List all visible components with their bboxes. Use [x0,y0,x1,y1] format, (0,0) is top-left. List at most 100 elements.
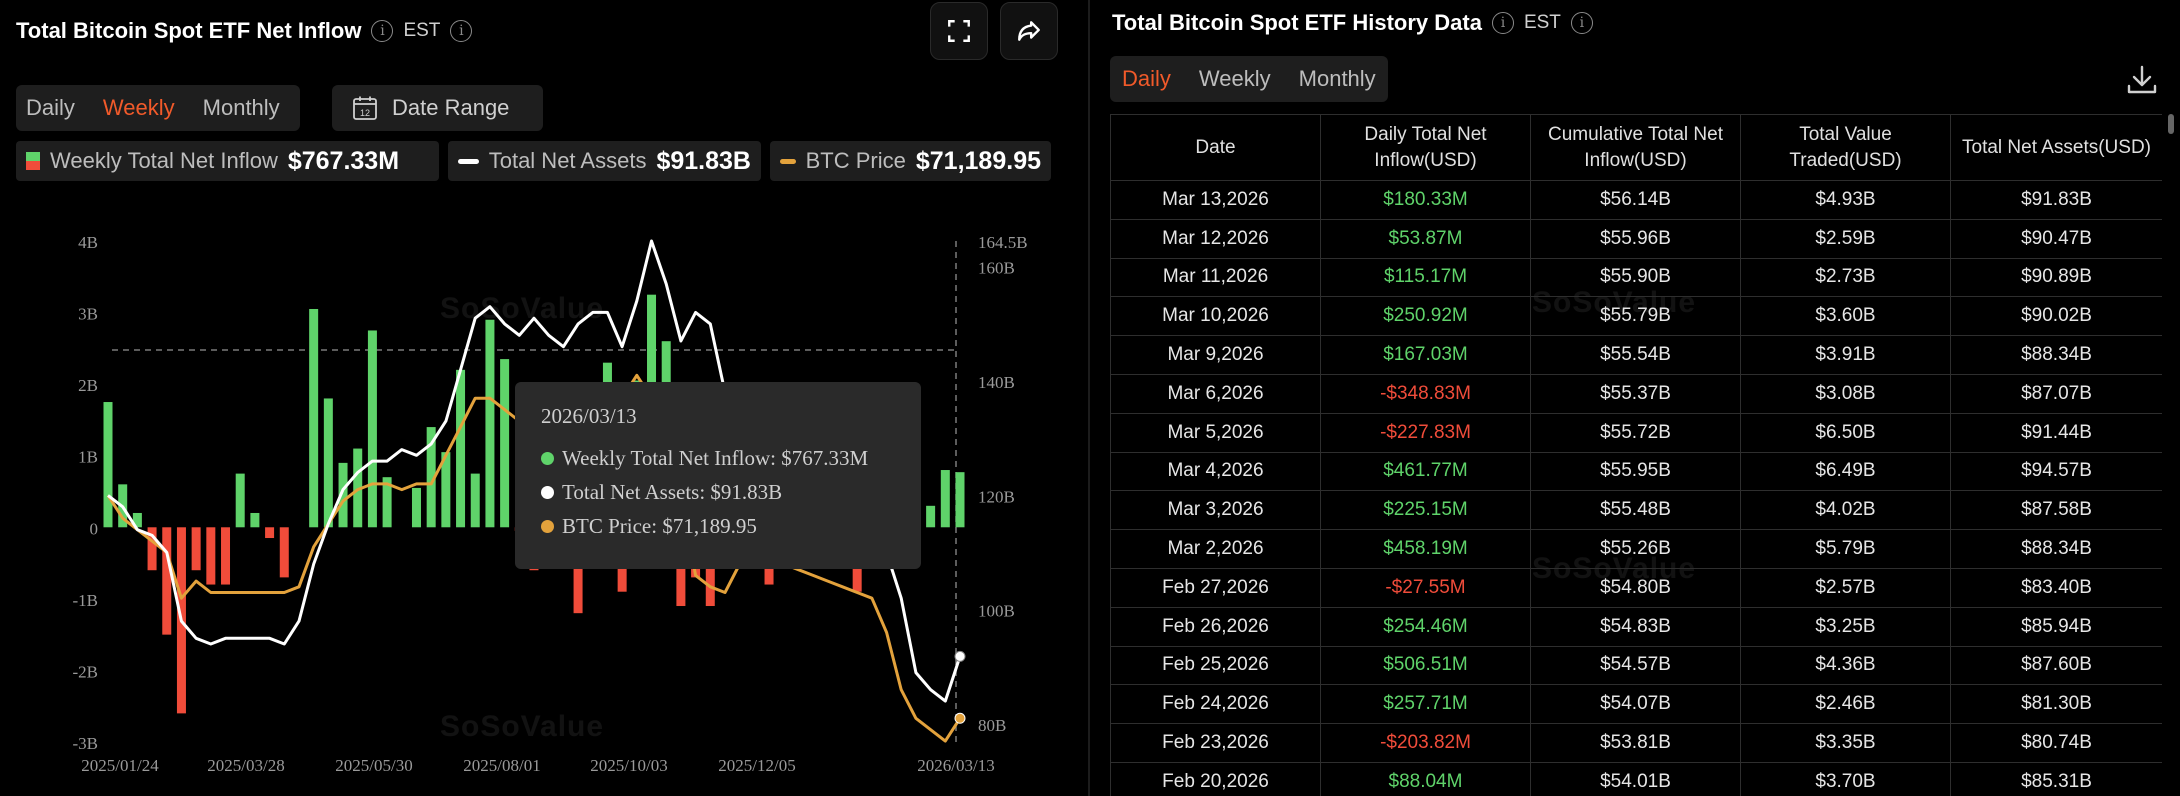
inflow-bar [250,512,260,528]
inflow-bar [353,448,363,528]
table-row[interactable]: Mar 11,2026 $115.17M $55.90B $2.73B $90.89B [1110,257,2162,298]
inflow-bar [309,308,319,528]
inflow-bar [235,473,245,528]
table-row[interactable]: Feb 23,2026 -$203.82M $53.81B $3.35B $80.74B [1110,723,2162,763]
column-header-text: Date [1195,136,1236,158]
tooltip-text: Total Net Assets: $91.83B [562,479,783,504]
history-data-panel: Total Bitcoin Spot ETF History Data i ES… [1090,0,2180,796]
table-row[interactable]: Mar 6,2026 -$348.83M $55.37B $3.08B $87.07B [1110,373,2162,414]
table-cell: $3.70B [1740,761,1951,796]
table-row[interactable]: Mar 13,2026 $180.33M $56.14B $4.93B $91.83B [1110,180,2162,220]
table-row[interactable]: Feb 26,2026 $254.46M $54.83B $3.25B $85.94B [1110,606,2162,647]
table-row[interactable]: Mar 10,2026 $250.92M $55.79B $3.60B $90.02B [1110,296,2162,337]
inflow-bar [441,452,451,528]
table-cell: $4.02B [1740,490,1951,531]
inflow-bar [103,402,113,528]
x-axis-tick: 2025/01/24 [81,756,159,775]
table-cell: $53.81B [1530,723,1741,763]
inflow-bar [367,330,377,528]
table-cell: $85.94B [1950,606,2162,647]
column-header: Total Value Traded(USD) [1740,114,1951,181]
date-range-label: Date Range [392,95,510,120]
table-cell: $3.25B [1740,606,1951,647]
period-tabs: Daily Weekly Monthly [16,85,300,131]
table-cell: $56.14B [1530,180,1741,220]
table-row[interactable]: Feb 20,2026 $88.04M $54.01B $3.70B $85.31B [1110,761,2162,796]
orange-dot-icon [541,519,554,533]
left-axis-tick: 2B [78,376,98,395]
calendar-day: 12 [360,108,370,118]
inflow-bar [323,398,333,528]
tab-daily[interactable]: Daily [1122,66,1171,91]
legend-label: Weekly Total Net Inflow [50,148,278,173]
table-cell: $167.03M [1320,335,1531,375]
table-cell: $54.01B [1530,761,1741,796]
table-cell: $5.79B [1740,529,1951,569]
share-button[interactable] [1000,2,1058,60]
tooltip-date: 2026/03/13 [541,404,637,428]
x-axis-tick: 2025/08/01 [463,756,540,775]
table-cell: $81.30B [1950,684,2162,725]
info-icon[interactable]: i [371,20,394,42]
table-cell: Mar 5,2026 [1110,412,1321,453]
table-cell: $83.40B [1950,567,2162,608]
table-body: Mar 13,2026 $180.33M $56.14B $4.93B $91.83B M… [1110,180,2162,796]
x-axis-tick: 2025/12/05 [718,756,795,775]
table-row[interactable]: Feb 27,2026 -$27.55M $54.80B $2.57B $83.40B [1110,567,2162,608]
table-row[interactable]: Mar 9,2026 $167.03M $55.54B $3.91B $88.34B [1110,335,2162,375]
column-header: Total Net Assets(USD) [1950,114,2162,181]
tab-weekly[interactable]: Weekly [102,95,175,120]
table-cell: Feb 24,2026 [1110,684,1321,725]
calendar-icon: 12 [353,96,377,120]
table-cell: $85.31B [1950,761,2162,796]
table-cell: $2.46B [1740,684,1951,725]
watermark-logo: SoSoValue [440,710,605,743]
history-table-container[interactable]: Date Daily Total Net Inflow(USD) Cumulative… [1110,114,2162,796]
right-axis-tick: 100B [978,602,1015,621]
column-header-text: Total Value [1799,123,1892,145]
table-cell: Mar 11,2026 [1110,257,1321,298]
column-header: Cumulative Total Net Inflow(USD) [1530,114,1741,181]
inflow-bar [411,487,421,528]
table-cell: $3.08B [1740,373,1951,414]
chart-title: Total Bitcoin Spot ETF Net Inflow [16,18,362,43]
timezone-info-icon[interactable]: i [450,20,473,42]
table-cell: $54.07B [1530,684,1741,725]
column-header-text: Inflow(USD) [1584,149,1687,171]
table-cell: Mar 2,2026 [1110,529,1321,569]
table-row[interactable]: Mar 2,2026 $458.19M $55.26B $5.79B $88.34B [1110,529,2162,569]
legend-weekly-net-inflow[interactable]: Weekly Total Net Inflow $767.33M [16,141,439,181]
table-row[interactable]: Mar 5,2026 -$227.83M $55.72B $6.50B $91.44B [1110,412,2162,453]
tab-weekly[interactable]: Weekly [1198,66,1271,91]
table-row[interactable]: Feb 25,2026 $506.51M $54.57B $4.36B $87.60B [1110,645,2162,686]
tab-monthly[interactable]: Monthly [202,95,280,120]
table-cell: $55.37B [1530,373,1741,414]
legend-btc-price[interactable]: BTC Price $71,189.95 [770,141,1051,181]
tab-monthly[interactable]: Monthly [1298,66,1376,91]
table-cell: $54.83B [1530,606,1741,647]
table-header-row: Date Daily Total Net Inflow(USD) Cumulative… [1110,114,2162,181]
table-cell: $55.26B [1530,529,1741,569]
right-axis-tick: 164.5B [978,233,1028,252]
table-cell: $257.71M [1320,684,1531,725]
table-row[interactable]: Mar 3,2026 $225.15M $55.48B $4.02B $87.58B [1110,490,2162,531]
date-range-button[interactable]: 12 Date Range [332,85,543,131]
tab-daily[interactable]: Daily [26,95,75,120]
inflow-bar [191,527,201,571]
table-row[interactable]: Feb 24,2026 $257.71M $54.07B $2.46B $81.30B [1110,684,2162,725]
fullscreen-button[interactable] [930,2,988,60]
table-cell: $2.59B [1740,218,1951,259]
left-axis-tick: 3B [78,305,98,324]
download-icon[interactable] [2124,62,2160,98]
table-scrollbar[interactable] [2168,114,2174,134]
table-row[interactable]: Mar 12,2026 $53.87M $55.96B $2.59B $90.47B [1110,218,2162,259]
panel-divider [1088,0,1090,796]
legend-total-net-assets[interactable]: Total Net Assets $91.83B [448,141,761,181]
left-axis-tick: 0 [90,519,99,538]
table-cell: $225.15M [1320,490,1531,531]
info-icon[interactable]: i [1491,12,1514,34]
inflow-bar [500,359,510,528]
timezone-info-icon[interactable]: i [1570,12,1593,34]
table-row[interactable]: Mar 4,2026 $461.77M $55.95B $6.49B $94.57B [1110,451,2162,492]
table-cell: $88.04M [1320,761,1531,796]
